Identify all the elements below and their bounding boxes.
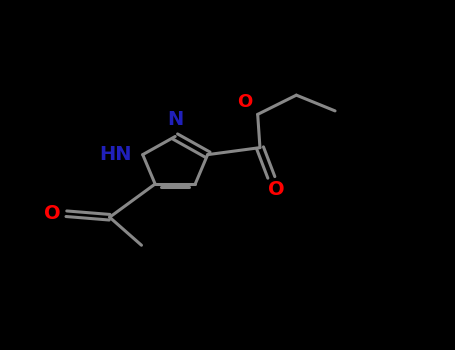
Text: HN: HN — [99, 145, 131, 164]
Text: O: O — [44, 204, 61, 223]
Text: N: N — [167, 110, 183, 129]
Text: O: O — [268, 180, 285, 199]
Text: O: O — [237, 93, 252, 111]
